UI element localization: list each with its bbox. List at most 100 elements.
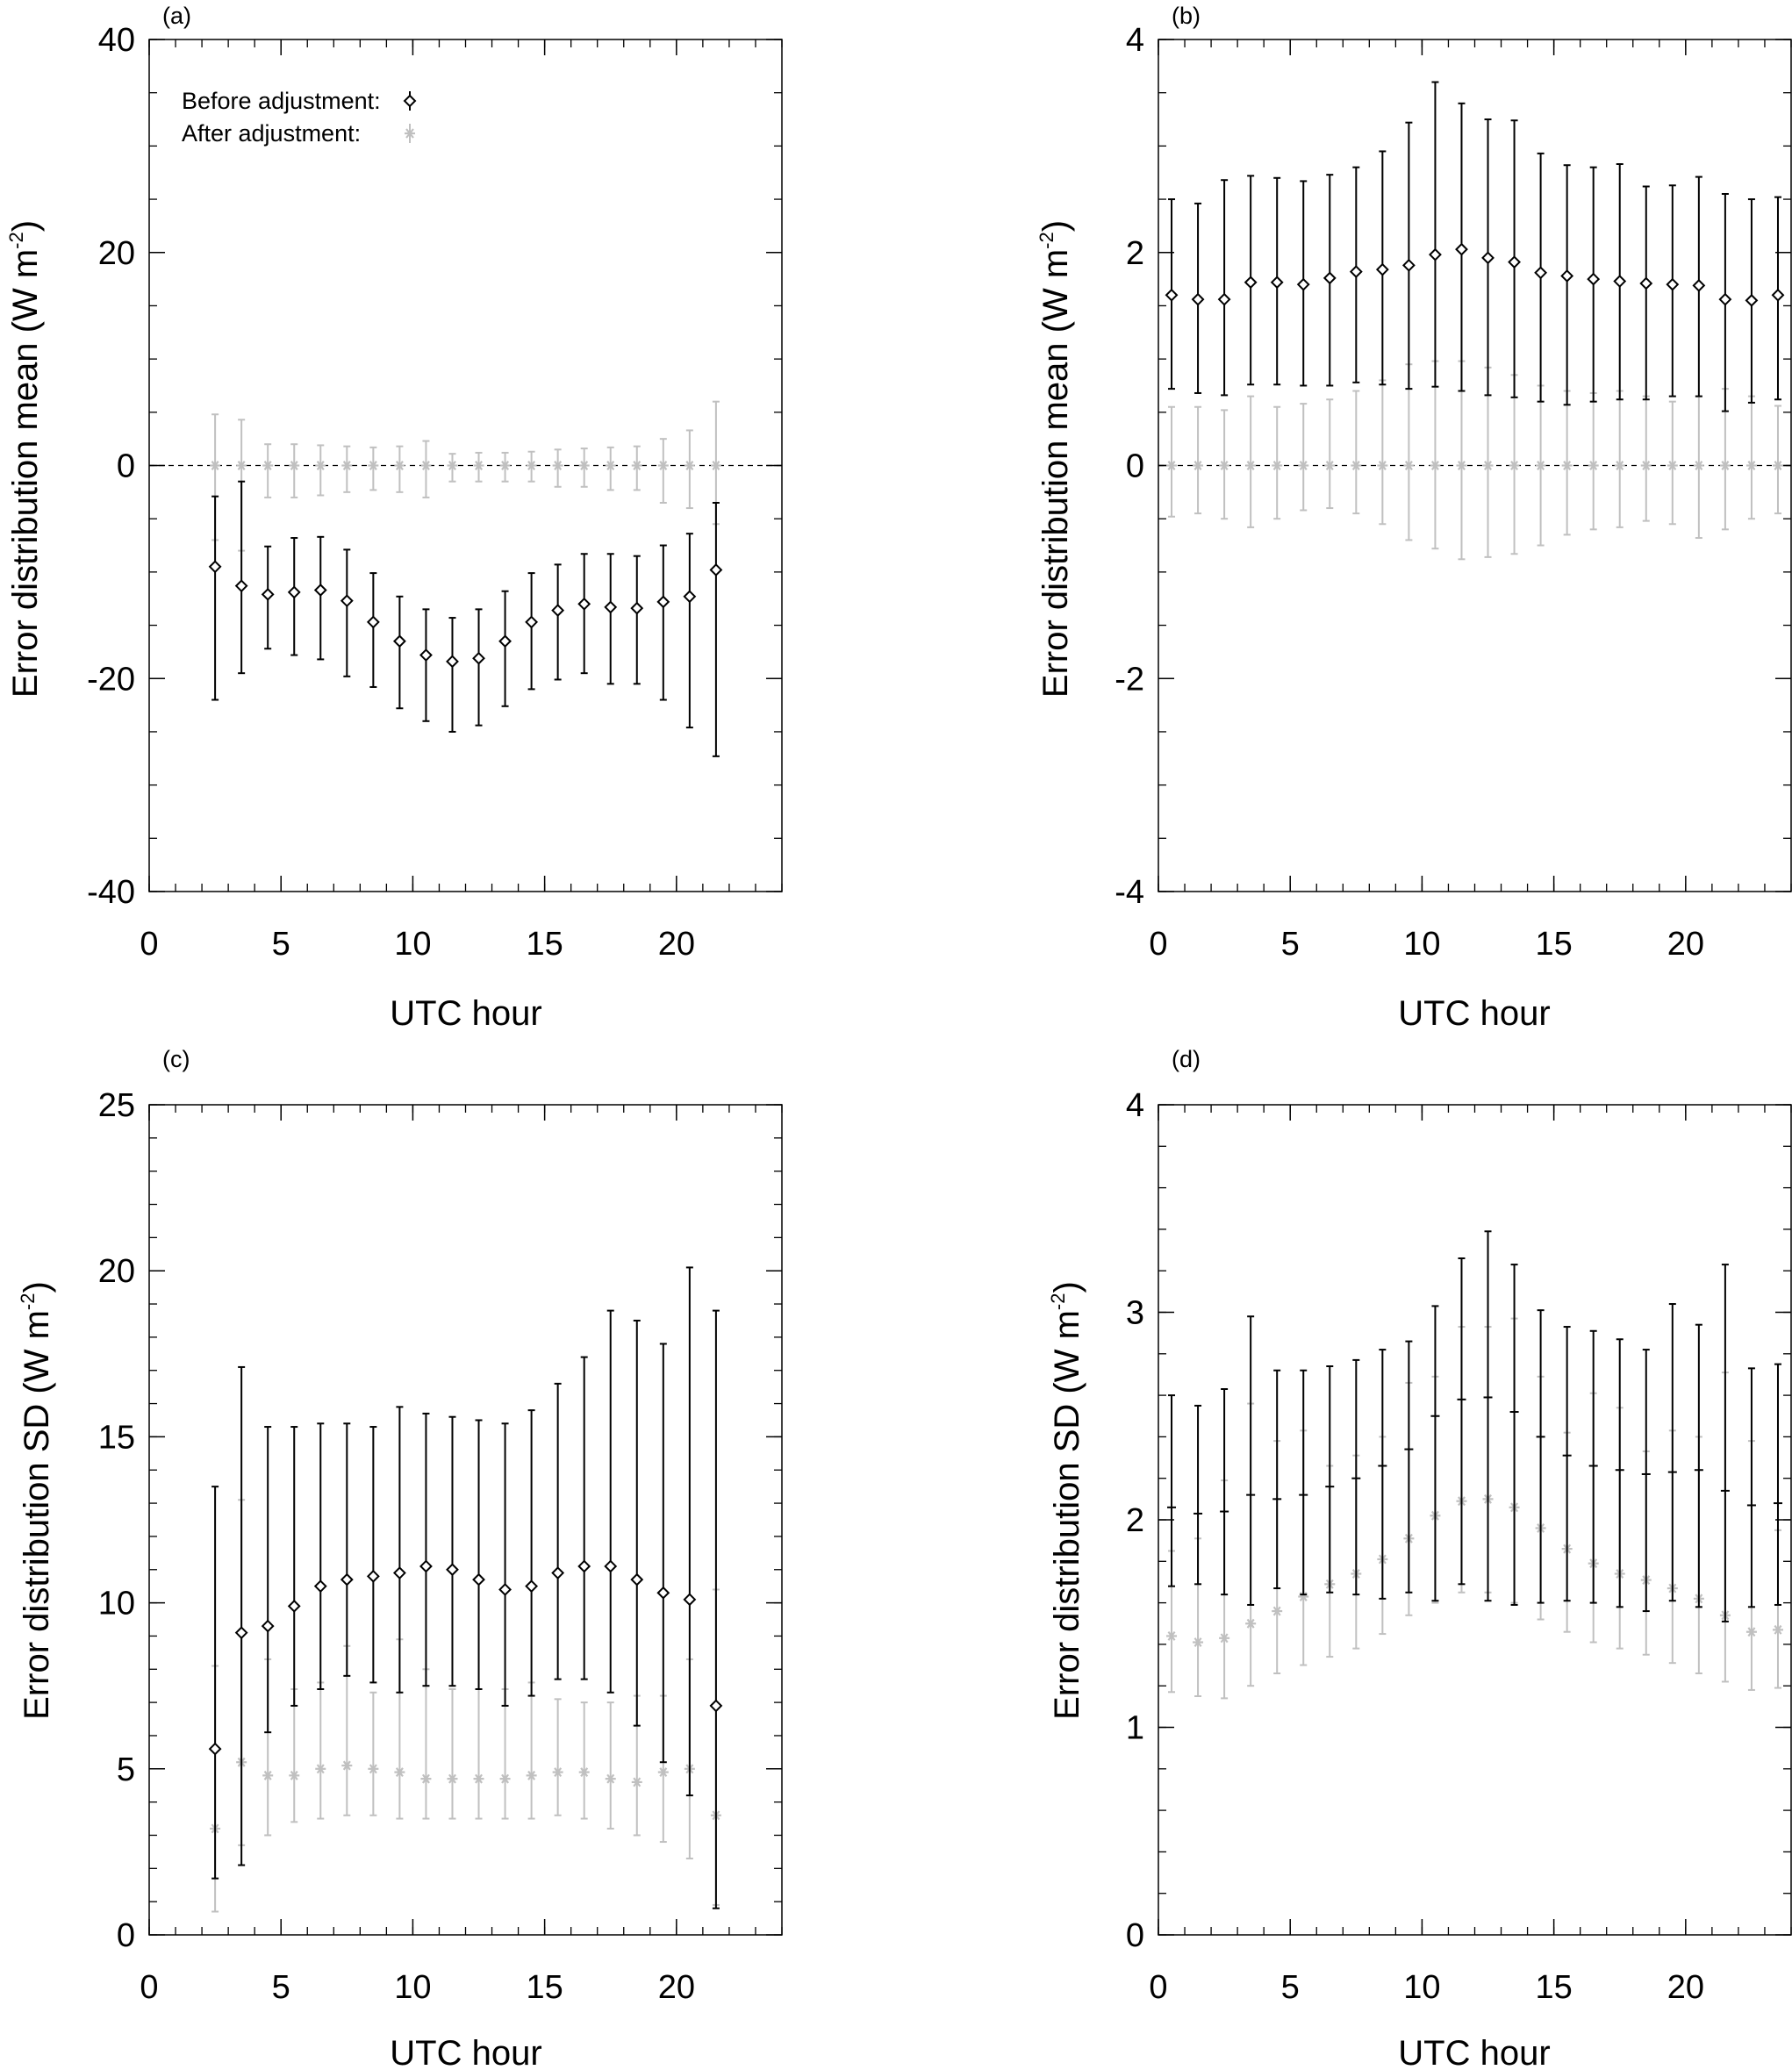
asterisk-stroke — [554, 1767, 563, 1778]
asterisk-stroke — [1484, 461, 1493, 470]
data-point — [315, 1764, 326, 1774]
data-point — [710, 461, 721, 470]
asterisk-stroke — [580, 461, 589, 470]
data-point — [499, 1773, 511, 1784]
data-point — [630, 601, 644, 615]
data-point — [366, 1569, 380, 1583]
data-point — [577, 1559, 591, 1573]
data-point — [446, 1563, 459, 1577]
asterisk-stroke — [263, 1770, 272, 1780]
data-point — [1508, 255, 1521, 269]
data-point — [1745, 1627, 1757, 1637]
asterisk-stroke — [342, 461, 351, 470]
data-point — [552, 461, 563, 470]
asterisk-stroke — [1747, 1627, 1756, 1637]
data-point — [472, 651, 485, 665]
asterisk-stroke — [1272, 1606, 1281, 1616]
asterisk-stroke — [1537, 461, 1545, 470]
data-point — [1509, 461, 1520, 470]
data-point — [368, 1764, 379, 1774]
data-point — [1244, 276, 1258, 290]
data-point — [1613, 275, 1627, 288]
asterisk-stroke — [685, 461, 694, 470]
data-point — [208, 560, 222, 574]
data-point — [1561, 461, 1573, 470]
data-point — [684, 461, 695, 470]
asterisk-stroke — [1668, 461, 1677, 470]
asterisk-stroke — [1272, 461, 1281, 470]
x-tick-label: 0 — [1149, 926, 1167, 963]
x-tick-label: 20 — [1667, 1969, 1704, 2006]
data-point — [656, 1586, 670, 1600]
data-point — [236, 461, 247, 470]
data-point — [1745, 293, 1759, 307]
data-point — [525, 1579, 539, 1594]
data-point — [525, 615, 539, 629]
data-point — [1191, 292, 1205, 306]
data-point — [368, 461, 379, 470]
data-point — [392, 1566, 406, 1579]
legend-symbols — [403, 91, 417, 143]
asterisk-stroke — [633, 461, 642, 470]
data-point — [1403, 461, 1415, 470]
y-tick-label: 15 — [98, 1419, 135, 1456]
asterisk-stroke — [1589, 461, 1598, 470]
legend-before-marker — [403, 94, 417, 108]
data-point — [392, 634, 406, 648]
asterisk-stroke — [527, 1770, 536, 1780]
asterisk-stroke — [1246, 461, 1255, 470]
asterisk-stroke — [606, 461, 615, 470]
data-point — [313, 584, 327, 597]
asterisk-stroke — [1563, 461, 1572, 470]
panel-a: (a) UTC hour Error distribution mean (W … — [5, 3, 542, 1033]
data-point — [709, 1699, 723, 1713]
panel-label-c: (c) — [162, 1046, 190, 1072]
data-point — [1482, 461, 1494, 470]
asterisk-stroke — [580, 1767, 589, 1778]
data-point — [446, 655, 459, 669]
x-tick-label: 5 — [272, 926, 290, 963]
data-point — [709, 563, 723, 577]
y-axis-label-a: Error distribution mean (W m-2) — [5, 220, 45, 698]
plot-frame-d — [1158, 1104, 1792, 1936]
series-before-c — [208, 1266, 723, 1909]
asterisk-stroke — [1351, 461, 1360, 470]
asterisk-stroke — [475, 1773, 484, 1784]
data-point — [1272, 461, 1283, 470]
data-point — [340, 1572, 354, 1587]
asterisk-stroke — [1378, 461, 1387, 470]
x-tick-label: 20 — [658, 1969, 695, 2006]
asterisk-stroke — [342, 1760, 351, 1771]
data-point — [1429, 247, 1442, 261]
asterisk-stroke — [316, 461, 325, 470]
x-axis-label-d: UTC hour — [1398, 2034, 1550, 2070]
asterisk-stroke — [1616, 461, 1624, 470]
data-point — [1560, 269, 1574, 283]
data-point — [341, 1760, 353, 1771]
data-point — [1588, 461, 1599, 470]
data-point — [551, 1566, 565, 1579]
asterisk-stroke — [1747, 461, 1756, 470]
asterisk-stroke — [712, 461, 720, 470]
asterisk-stroke — [606, 1773, 615, 1784]
y-tick-label: 40 — [98, 22, 135, 59]
data-point — [604, 600, 618, 614]
x-tick-label: 20 — [658, 926, 695, 963]
y-tick-label: 0 — [1126, 1917, 1144, 1954]
asterisk-stroke — [290, 461, 298, 470]
data-point — [498, 1583, 512, 1596]
data-point — [261, 1619, 275, 1633]
x-tick-label: 5 — [272, 1969, 290, 2006]
x-tick-label: 15 — [526, 926, 563, 963]
data-point — [1401, 258, 1416, 272]
y-tick-label: 25 — [98, 1087, 135, 1124]
y-tick-label: 0 — [117, 448, 135, 485]
asterisk-stroke — [1193, 1637, 1202, 1647]
asterisk-stroke — [554, 461, 563, 470]
asterisk-stroke — [1430, 461, 1439, 470]
x-axis-label-b: UTC hour — [1398, 994, 1550, 1033]
data-point — [1614, 461, 1625, 470]
x-tick-label: 0 — [140, 1969, 158, 2006]
series-before-a — [208, 480, 723, 757]
panel-c: (c) UTC hour Error distribution SD (W m-… — [17, 1046, 542, 2070]
